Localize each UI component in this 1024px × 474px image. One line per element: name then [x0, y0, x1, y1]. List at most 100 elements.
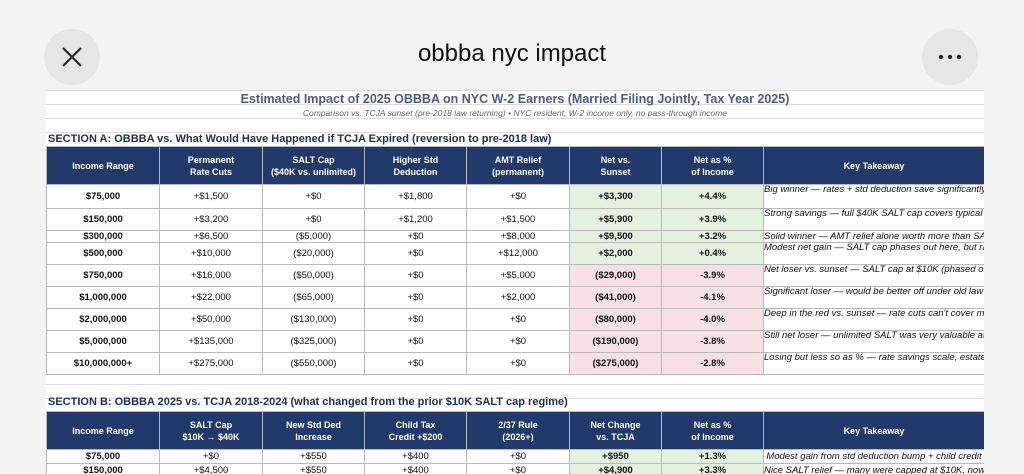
income-cell: $750,000: [46, 264, 160, 287]
std-deduction-cell: +$1,200: [364, 208, 467, 231]
table-row: $150,000 +$3,200 +$0 +$1,200 +$1,500 +$5,900 +…: [46, 208, 984, 231]
app-header: obbba nyc impact: [0, 0, 1024, 90]
net-percent-cell: -3.9%: [661, 264, 764, 287]
table-row: $10,000,000+ +$275,000 ($550,000) +$0 +$0 ($2…: [46, 352, 984, 375]
column-header-line: SALT Cap: [292, 154, 335, 165]
table-row: $2,000,000 +$50,000 ($130,000) +$0 +$0 ($80,0…: [46, 308, 984, 331]
two-37-rule-cell: +$0: [466, 449, 570, 464]
std-deduction-cell: +$0: [364, 264, 467, 287]
section-b-label: SECTION B: OBBBA 2025 vs. TCJA 2018-2024…: [48, 396, 568, 408]
key-takeaway-cell: Deep in the red vs. sunset — rate cuts c…: [763, 308, 984, 331]
rate-cuts-cell: +$22,000: [159, 286, 263, 309]
table-row: $1,000,000 +$22,000 ($65,000) +$0 +$2,000 ($4…: [46, 286, 984, 309]
key-takeaway-cell: Solid winner — AMT relief alone worth mo…: [763, 230, 984, 243]
net-percent-cell: +3.9%: [661, 208, 764, 231]
salt-cap-change-cell: +$0: [159, 449, 263, 464]
net-vs-sunset-cell: +$5,900: [569, 208, 662, 231]
column-header-line: $10K → $40K: [182, 431, 240, 442]
net-percent-cell: +3.3%: [661, 463, 764, 474]
key-takeaway-cell: Modest gain from std deduction bump + ch…: [763, 449, 984, 464]
std-deduction-cell: +$0: [364, 230, 467, 243]
key-takeaway-cell: Modest net gain — SALT cap phases out he…: [763, 242, 984, 265]
net-percent-cell: +0.4%: [661, 242, 764, 265]
column-header-line: of Income: [691, 431, 734, 442]
column-header-line: vs. TCJA: [596, 431, 635, 442]
net-change-cell: +$4,900: [569, 463, 662, 474]
column-header-line: Income Range: [72, 160, 134, 171]
income-cell: $75,000: [46, 449, 160, 464]
column-header-line: Rate Cuts: [189, 166, 232, 177]
income-cell: $150,000: [46, 208, 160, 231]
std-deduction-increase-cell: +$550: [262, 449, 365, 464]
key-takeaway-cell: Losing but less so as % — rate savings s…: [763, 352, 984, 375]
report-subtitle: Comparison vs. TCJA sunset (pre-2018 law…: [302, 108, 728, 118]
section-b-table: Income Range SALT Cap $10K → $40K New Std D…: [46, 411, 984, 474]
section-a-header-row: Income Range Permanent Rate Cuts SALT Cap ($…: [46, 146, 984, 185]
column-header: Net as % of Income: [661, 146, 764, 185]
column-header: Higher Std Deduction: [364, 146, 467, 185]
page-title: obbba nyc impact: [417, 40, 607, 67]
amt-relief-cell: +$2,000: [466, 286, 570, 309]
salt-cap-cell: +$0: [262, 184, 365, 209]
column-header: Income Range: [46, 146, 160, 185]
salt-cap-change-cell: +$4,500: [159, 463, 263, 474]
column-header-line: (2026+): [502, 431, 534, 442]
income-cell: $2,000,000: [46, 308, 160, 331]
column-header-line: (permanent): [491, 166, 544, 177]
salt-cap-cell: ($50,000): [262, 264, 365, 287]
column-header: SALT Cap $10K → $40K: [159, 411, 263, 450]
column-header: Key Takeaway: [763, 146, 984, 185]
net-vs-sunset-cell: ($80,000): [569, 308, 662, 331]
net-percent-cell: +1.3%: [661, 449, 764, 464]
more-button[interactable]: [922, 29, 978, 85]
amt-relief-cell: +$0: [466, 352, 570, 375]
column-header: Net as % of Income: [661, 411, 764, 450]
close-button[interactable]: [44, 29, 100, 85]
net-vs-sunset-cell: ($29,000): [569, 264, 662, 287]
std-deduction-increase-cell: +$550: [262, 463, 365, 474]
net-change-cell: +$950: [569, 449, 662, 464]
column-header-line: Net vs.: [600, 154, 631, 165]
rate-cuts-cell: +$135,000: [159, 330, 263, 353]
key-takeaway-cell: Significant loser — would be better off …: [763, 286, 984, 309]
column-header-line: Sunset: [600, 166, 631, 177]
std-deduction-cell: +$0: [364, 330, 467, 353]
key-takeaway-cell: Big winner — rates + std deduction save …: [763, 184, 984, 209]
key-takeaway-cell: Nice SALT relief — many were capped at $…: [763, 463, 984, 474]
column-header: SALT Cap ($40K vs. unlimited): [262, 146, 365, 185]
more-icon: [938, 54, 962, 60]
table-row: $150,000 +$4,500 +$550 +$400 +$0 +$4,900 +3.3%…: [46, 463, 984, 474]
close-icon: [62, 47, 82, 67]
salt-cap-cell: ($20,000): [262, 242, 365, 265]
net-percent-cell: -2.8%: [661, 352, 764, 375]
column-header: Net Change vs. TCJA: [569, 411, 662, 450]
key-takeaway-cell: Still net loser — unlimited SALT was ver…: [763, 330, 984, 353]
section-a-label: SECTION A: OBBBA vs. What Would Have Hap…: [48, 133, 552, 145]
column-header-line: Higher Std: [392, 154, 439, 165]
income-cell: $10,000,000+: [46, 352, 160, 375]
amt-relief-cell: +$0: [466, 184, 570, 209]
rate-cuts-cell: +$50,000: [159, 308, 263, 331]
salt-cap-cell: +$0: [262, 208, 365, 231]
table-row: $500,000 +$10,000 ($20,000) +$0 +$12,000 +$2,…: [46, 242, 984, 265]
std-deduction-cell: +$0: [364, 286, 467, 309]
column-header: AMT Relief (permanent): [466, 146, 570, 185]
std-deduction-cell: +$0: [364, 242, 467, 265]
table-row: $75,000 +$1,500 +$0 +$1,800 +$0 +$3,300 +4.4% B…: [46, 184, 984, 209]
amt-relief-cell: +$8,000: [466, 230, 570, 243]
column-header-line: AMT Relief: [494, 154, 542, 165]
income-cell: $150,000: [46, 463, 160, 474]
column-header-line: Net Change: [590, 419, 641, 430]
income-cell: $300,000: [46, 230, 160, 243]
column-header: Key Takeaway: [763, 411, 984, 450]
salt-cap-cell: ($550,000): [262, 352, 365, 375]
net-vs-sunset-cell: ($41,000): [569, 286, 662, 309]
table-row: $5,000,000 +$135,000 ($325,000) +$0 +$0 ($190…: [46, 330, 984, 353]
amt-relief-cell: +$0: [466, 330, 570, 353]
column-header: 2/37 Rule (2026+): [466, 411, 570, 450]
column-header: Permanent Rate Cuts: [159, 146, 263, 185]
column-header-line: New Std Ded: [285, 419, 341, 430]
net-vs-sunset-cell: ($190,000): [569, 330, 662, 353]
column-header: New Std Ded Increase: [262, 411, 365, 450]
net-percent-cell: +3.2%: [661, 230, 764, 243]
